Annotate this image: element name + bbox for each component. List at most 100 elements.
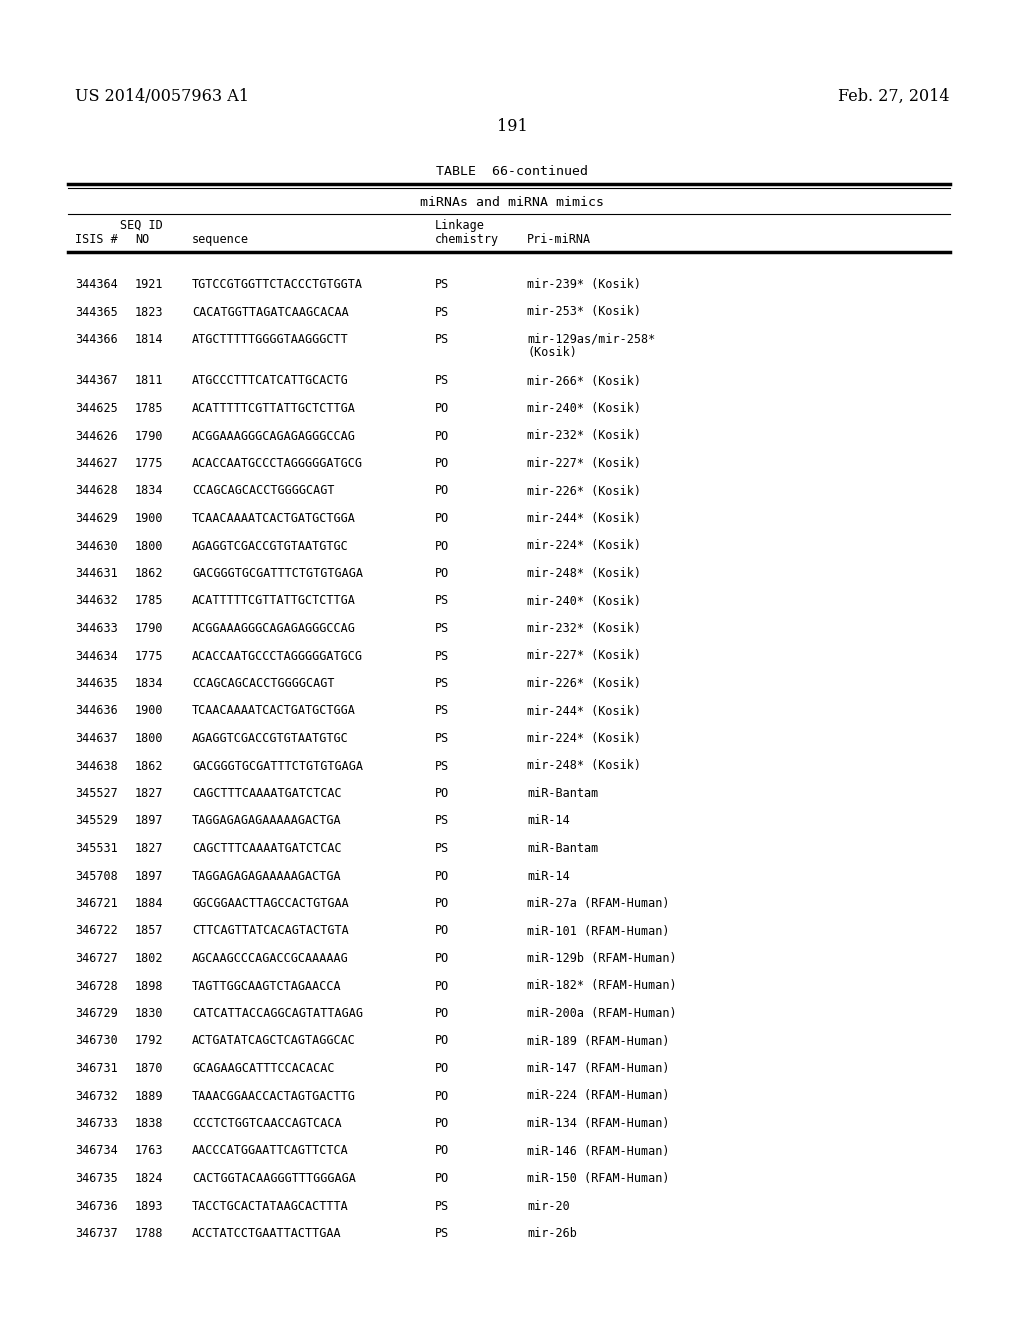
- Text: 1827: 1827: [135, 842, 164, 855]
- Text: mir-129as/mir-258*: mir-129as/mir-258*: [527, 333, 655, 346]
- Text: 344635: 344635: [75, 677, 118, 690]
- Text: CCAGCAGCACCTGGGGCAGT: CCAGCAGCACCTGGGGCAGT: [193, 677, 335, 690]
- Text: PS: PS: [435, 842, 450, 855]
- Text: 1785: 1785: [135, 403, 164, 414]
- Text: PS: PS: [435, 733, 450, 744]
- Text: CATCATTACCAGGCAGTATTAGAG: CATCATTACCAGGCAGTATTAGAG: [193, 1007, 362, 1020]
- Text: PO: PO: [435, 1035, 450, 1048]
- Text: PO: PO: [435, 540, 450, 553]
- Text: miR-101 (RFAM-Human): miR-101 (RFAM-Human): [527, 924, 670, 937]
- Text: miR-200a (RFAM-Human): miR-200a (RFAM-Human): [527, 1007, 677, 1020]
- Text: PO: PO: [435, 512, 450, 525]
- Text: 346734: 346734: [75, 1144, 118, 1158]
- Text: 346736: 346736: [75, 1200, 118, 1213]
- Text: 1893: 1893: [135, 1200, 164, 1213]
- Text: 1862: 1862: [135, 759, 164, 772]
- Text: mir-226* (Kosik): mir-226* (Kosik): [527, 677, 641, 690]
- Text: mir-248* (Kosik): mir-248* (Kosik): [527, 759, 641, 772]
- Text: 1785: 1785: [135, 594, 164, 607]
- Text: PO: PO: [435, 924, 450, 937]
- Text: TCAACAAAATCACTGATGCTGGA: TCAACAAAATCACTGATGCTGGA: [193, 512, 356, 525]
- Text: ACGGAAAGGGCAGAGAGGGCCAG: ACGGAAAGGGCAGAGAGGGCCAG: [193, 622, 356, 635]
- Text: NO: NO: [135, 234, 150, 246]
- Text: PO: PO: [435, 568, 450, 579]
- Text: 346737: 346737: [75, 1228, 118, 1239]
- Text: PO: PO: [435, 952, 450, 965]
- Text: AACCCATGGAATTCAGTTCTCA: AACCCATGGAATTCAGTTCTCA: [193, 1144, 349, 1158]
- Text: 1802: 1802: [135, 952, 164, 965]
- Text: PO: PO: [435, 1007, 450, 1020]
- Text: AGCAAGCCCAGACCGCAAAAAG: AGCAAGCCCAGACCGCAAAAAG: [193, 952, 349, 965]
- Text: 345708: 345708: [75, 870, 118, 883]
- Text: miR-189 (RFAM-Human): miR-189 (RFAM-Human): [527, 1035, 670, 1048]
- Text: ACATTTTTCGTTATTGCTCTTGA: ACATTTTTCGTTATTGCTCTTGA: [193, 403, 356, 414]
- Text: 1897: 1897: [135, 814, 164, 828]
- Text: PS: PS: [435, 375, 450, 388]
- Text: PO: PO: [435, 429, 450, 442]
- Text: mir-266* (Kosik): mir-266* (Kosik): [527, 375, 641, 388]
- Text: mir-253* (Kosik): mir-253* (Kosik): [527, 305, 641, 318]
- Text: PO: PO: [435, 1117, 450, 1130]
- Text: mir-248* (Kosik): mir-248* (Kosik): [527, 568, 641, 579]
- Text: 345527: 345527: [75, 787, 118, 800]
- Text: 1830: 1830: [135, 1007, 164, 1020]
- Text: CTTCAGTTATCACAGTACTGTA: CTTCAGTTATCACAGTACTGTA: [193, 924, 349, 937]
- Text: Linkage: Linkage: [435, 219, 485, 232]
- Text: 191: 191: [497, 117, 527, 135]
- Text: 346733: 346733: [75, 1117, 118, 1130]
- Text: CACTGGTACAAGGGTTTGGGAGA: CACTGGTACAAGGGTTTGGGAGA: [193, 1172, 356, 1185]
- Text: 344634: 344634: [75, 649, 118, 663]
- Text: 1775: 1775: [135, 457, 164, 470]
- Text: mir-232* (Kosik): mir-232* (Kosik): [527, 622, 641, 635]
- Text: 1898: 1898: [135, 979, 164, 993]
- Text: ACACCAATGCCCTAGGGGGATGCG: ACACCAATGCCCTAGGGGGATGCG: [193, 457, 362, 470]
- Text: 1870: 1870: [135, 1063, 164, 1074]
- Text: ATGCCCTTTCATCATTGCACTG: ATGCCCTTTCATCATTGCACTG: [193, 375, 349, 388]
- Text: mir-224* (Kosik): mir-224* (Kosik): [527, 733, 641, 744]
- Text: PS: PS: [435, 705, 450, 718]
- Text: sequence: sequence: [193, 234, 249, 246]
- Text: 1884: 1884: [135, 898, 164, 909]
- Text: 1862: 1862: [135, 568, 164, 579]
- Text: PO: PO: [435, 403, 450, 414]
- Text: PS: PS: [435, 333, 450, 346]
- Text: miR-182* (RFAM-Human): miR-182* (RFAM-Human): [527, 979, 677, 993]
- Text: 344627: 344627: [75, 457, 118, 470]
- Text: mir-224* (Kosik): mir-224* (Kosik): [527, 540, 641, 553]
- Text: miR-14: miR-14: [527, 870, 569, 883]
- Text: mir-232* (Kosik): mir-232* (Kosik): [527, 429, 641, 442]
- Text: (Kosik): (Kosik): [527, 346, 577, 359]
- Text: miR-134 (RFAM-Human): miR-134 (RFAM-Human): [527, 1117, 670, 1130]
- Text: GCAGAAGCATTTCCACACAC: GCAGAAGCATTTCCACACAC: [193, 1063, 335, 1074]
- Text: TCAACAAAATCACTGATGCTGGA: TCAACAAAATCACTGATGCTGGA: [193, 705, 356, 718]
- Text: mir-227* (Kosik): mir-227* (Kosik): [527, 649, 641, 663]
- Text: PS: PS: [435, 279, 450, 290]
- Text: 1790: 1790: [135, 429, 164, 442]
- Text: mir-227* (Kosik): mir-227* (Kosik): [527, 457, 641, 470]
- Text: mir-244* (Kosik): mir-244* (Kosik): [527, 512, 641, 525]
- Text: 346722: 346722: [75, 924, 118, 937]
- Text: miR-27a (RFAM-Human): miR-27a (RFAM-Human): [527, 898, 670, 909]
- Text: 344628: 344628: [75, 484, 118, 498]
- Text: PS: PS: [435, 1200, 450, 1213]
- Text: 1790: 1790: [135, 622, 164, 635]
- Text: 344629: 344629: [75, 512, 118, 525]
- Text: mir-240* (Kosik): mir-240* (Kosik): [527, 594, 641, 607]
- Text: 344632: 344632: [75, 594, 118, 607]
- Text: mir-20: mir-20: [527, 1200, 569, 1213]
- Text: PO: PO: [435, 1063, 450, 1074]
- Text: 344626: 344626: [75, 429, 118, 442]
- Text: TACCTGCACTATAAGCACTTTA: TACCTGCACTATAAGCACTTTA: [193, 1200, 349, 1213]
- Text: ACATTTTTCGTTATTGCTCTTGA: ACATTTTTCGTTATTGCTCTTGA: [193, 594, 356, 607]
- Text: CCAGCAGCACCTGGGGCAGT: CCAGCAGCACCTGGGGCAGT: [193, 484, 335, 498]
- Text: Feb. 27, 2014: Feb. 27, 2014: [839, 88, 950, 106]
- Text: CAGCTTTCAAAATGATCTCAC: CAGCTTTCAAAATGATCTCAC: [193, 842, 342, 855]
- Text: GACGGGTGCGATTTCTGTGTGAGA: GACGGGTGCGATTTCTGTGTGAGA: [193, 568, 362, 579]
- Text: mir-226* (Kosik): mir-226* (Kosik): [527, 484, 641, 498]
- Text: PS: PS: [435, 649, 450, 663]
- Text: miR-224 (RFAM-Human): miR-224 (RFAM-Human): [527, 1089, 670, 1102]
- Text: PO: PO: [435, 457, 450, 470]
- Text: 1792: 1792: [135, 1035, 164, 1048]
- Text: 344366: 344366: [75, 333, 118, 346]
- Text: TAAACGGAACCACTAGTGACTTG: TAAACGGAACCACTAGTGACTTG: [193, 1089, 356, 1102]
